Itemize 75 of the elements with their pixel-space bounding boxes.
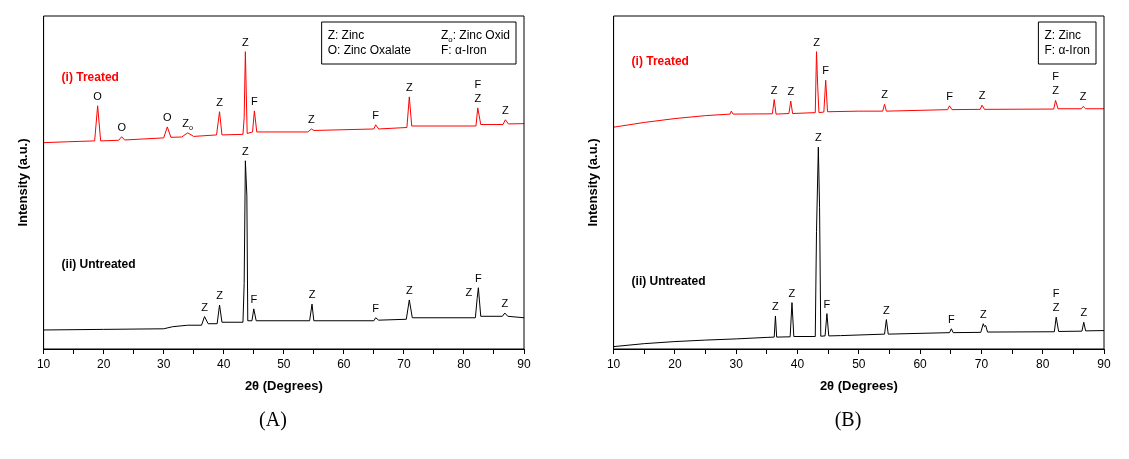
annotation: F [250, 292, 258, 305]
text: Z: Zinc [327, 28, 365, 42]
x-tick-label: 10 [36, 356, 51, 371]
x-tick-label: 70 [397, 356, 411, 371]
x-tick-label: 80 [1036, 356, 1050, 371]
annotation: Z [1079, 90, 1087, 103]
annotation: F [823, 297, 831, 310]
text: (i) Treated [61, 69, 119, 84]
text: (ii) Untreated [61, 256, 136, 271]
y-axis-title: Intensity (a.u.) [585, 138, 601, 227]
annotation: Z [242, 35, 250, 48]
annotation: F [1052, 287, 1060, 300]
annotation: Z [979, 307, 987, 320]
annotation: Z [814, 131, 822, 144]
x-tick-label: 20 [668, 356, 682, 371]
annotation: F [946, 89, 954, 102]
x-tick-label: 30 [157, 356, 171, 371]
x-tick-label: 10 [606, 356, 621, 371]
text: (ii) Untreated [631, 273, 706, 288]
annotation: Z [881, 88, 889, 101]
annotation: Z [978, 89, 986, 102]
x-tick-label: 70 [974, 356, 989, 371]
annotation: Z [465, 286, 473, 299]
text: (B) [833, 408, 863, 431]
x-tick-label: 80 [457, 356, 471, 371]
text: (A) [258, 408, 288, 431]
x-tick-label: 50 [852, 356, 866, 371]
x-tick-label: 90 [1097, 356, 1111, 371]
annotation: Z [788, 286, 796, 299]
y-axis-title: Intensity (a.u.) [15, 138, 31, 227]
annotation: Z [308, 288, 316, 301]
annotation: Z [474, 91, 482, 104]
annotation: Z [216, 95, 224, 108]
x-tick-label: 40 [217, 356, 231, 371]
annotation: Z [405, 80, 413, 93]
x-tick-label: 60 [913, 356, 928, 371]
x-tick-label: 30 [729, 356, 744, 371]
x-tick-label: 90 [517, 356, 531, 371]
annotation: O [93, 89, 103, 102]
x-axis-title: 2θ (Degrees) [244, 377, 323, 393]
annotation: Z [242, 144, 250, 157]
annotation: F [1052, 70, 1060, 83]
annotation: Z [772, 300, 780, 312]
annotation: Z [502, 103, 510, 116]
annotation: O [117, 120, 127, 133]
x-tick-label: 20 [96, 356, 111, 371]
annotation: F [475, 271, 482, 284]
annotation: F: α-Iron [1044, 43, 1090, 57]
annotation: Z [216, 289, 224, 301]
annotation: Z [1052, 84, 1060, 97]
annotation: Z [1052, 301, 1060, 314]
annotation: O [163, 110, 173, 123]
annotation: Z [405, 283, 413, 296]
annotation: Z [1080, 306, 1088, 319]
annotation: Z [201, 300, 209, 313]
annotation: Z [787, 85, 795, 98]
annotation: F [251, 94, 259, 107]
x-tick-label: 40 [790, 356, 805, 371]
text: Z: Zinc [1044, 28, 1082, 42]
annotation: Z [813, 35, 821, 48]
annotation: Z [883, 303, 891, 316]
annotation: F [372, 108, 380, 121]
annotation: F [948, 312, 955, 325]
annotation: Z [308, 112, 316, 125]
annotation: F: α-Iron [440, 43, 487, 57]
annotation: Z [770, 83, 778, 96]
annotation: F [372, 301, 380, 314]
x-tick-label: 60 [337, 356, 351, 371]
text: (i) Treated [631, 54, 689, 69]
annotation: F [474, 77, 482, 90]
x-tick-label: 50 [277, 356, 291, 371]
x-axis-title: 2θ (Degrees) [819, 377, 898, 393]
annotation: Z [501, 297, 509, 310]
annotation: O: Zinc Oxalate [327, 43, 412, 57]
annotation: F [822, 64, 830, 77]
